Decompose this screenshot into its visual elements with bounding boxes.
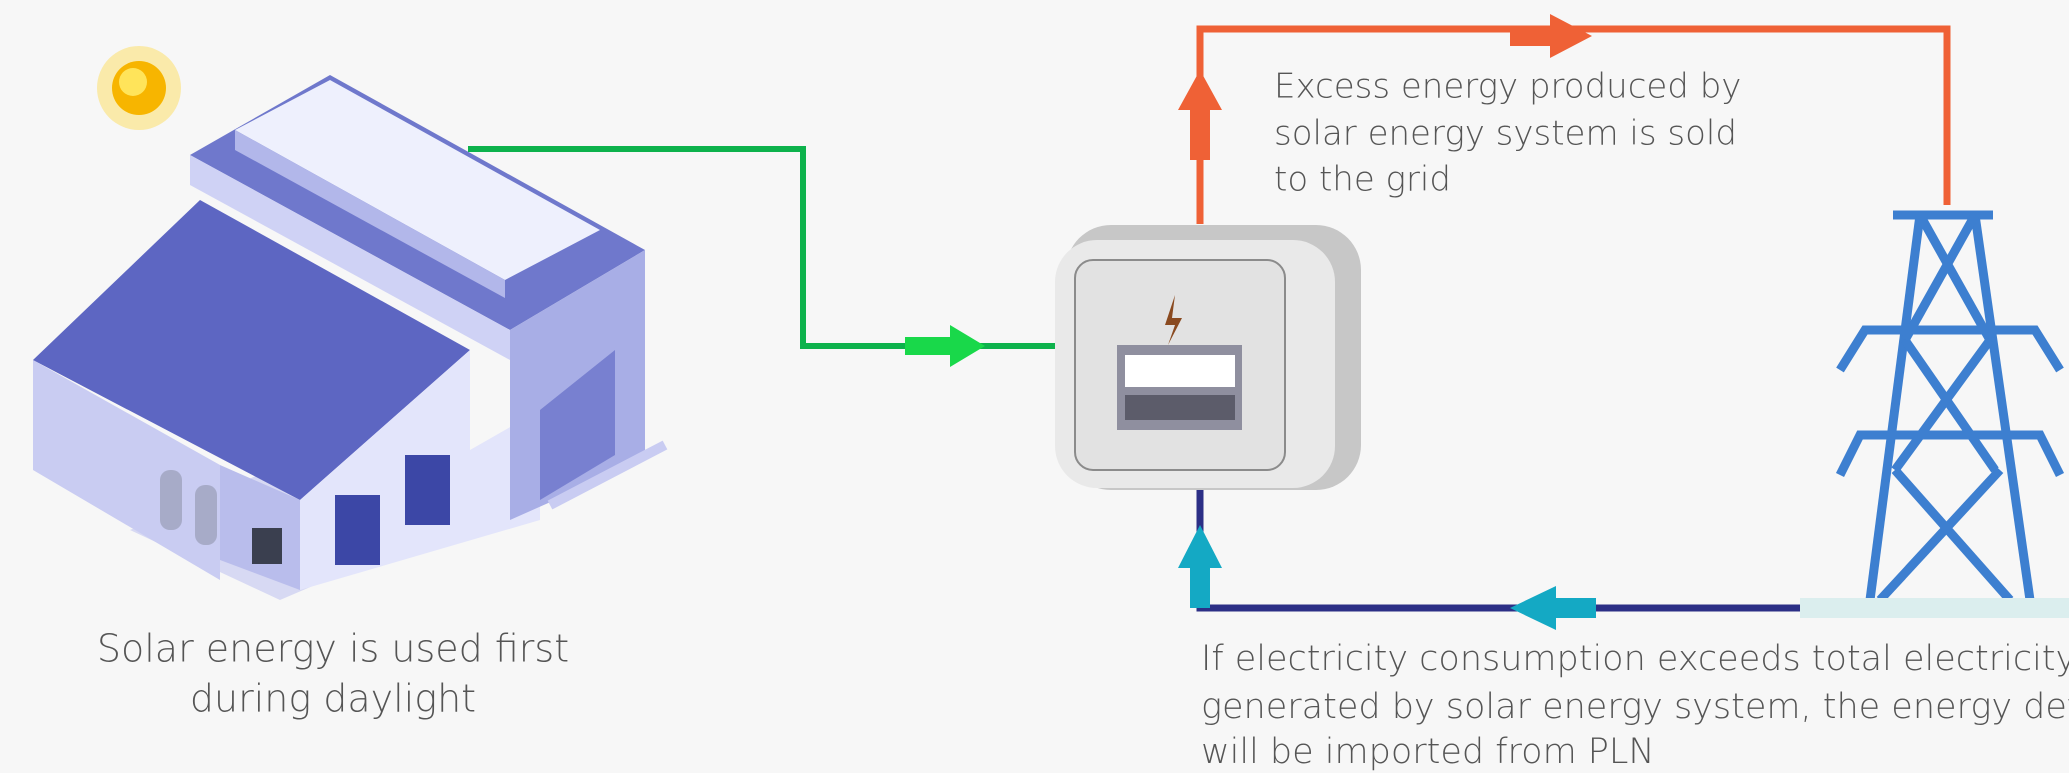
page: {"captions": { "grid_export": ["Excess e… — [0, 0, 2069, 773]
caption-line: to the grid — [1274, 160, 1451, 200]
sun-icon — [97, 46, 181, 130]
factory-building — [33, 75, 665, 600]
power-meter — [1055, 225, 1361, 490]
flow-arrow — [1510, 14, 1592, 58]
caption-line: Excess energy produced by — [1274, 67, 1741, 107]
flow-arrow — [1510, 586, 1596, 630]
transmission-tower — [1800, 215, 2069, 618]
caption-line: If electricity consumption exceeds total… — [1201, 639, 2069, 679]
caption-line: will be imported from PLN — [1201, 732, 1655, 772]
flow-arrow — [1178, 70, 1222, 160]
caption-line: Solar energy is used first — [97, 627, 569, 671]
flow-arrow — [1178, 525, 1222, 608]
flow-arrow — [905, 325, 985, 367]
caption-line: during daylight — [190, 677, 476, 721]
import-flow-line — [1200, 482, 1801, 608]
caption-line: generated by solar energy system, the en… — [1201, 687, 2069, 727]
diagram: Excess energy produced by solar energy s… — [0, 0, 2069, 773]
caption-line: solar energy system is sold — [1274, 114, 1737, 154]
